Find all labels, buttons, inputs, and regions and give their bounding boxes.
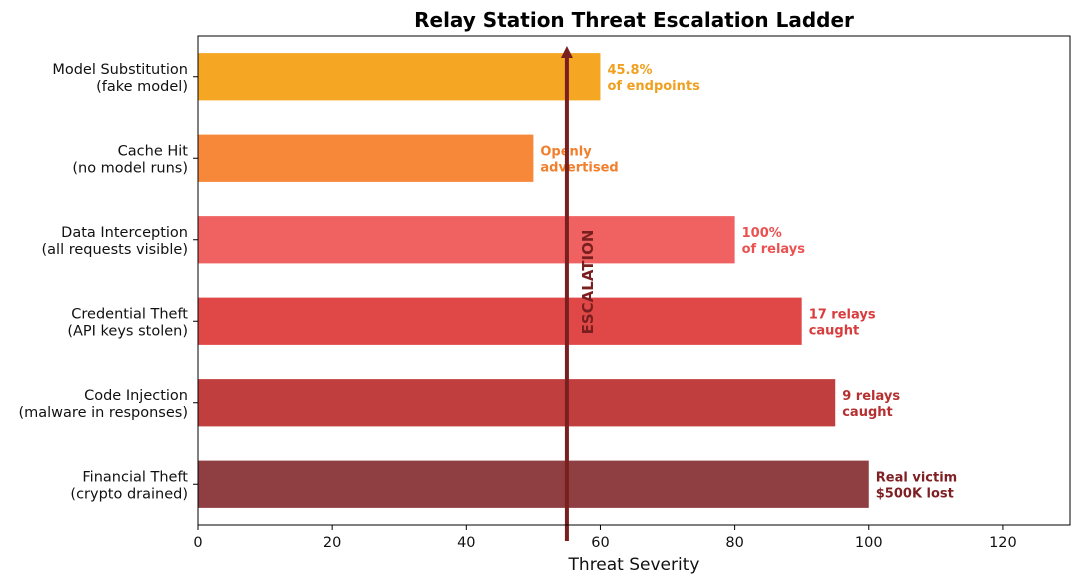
bar-annotation-1-1: advertised (540, 160, 618, 175)
category-label-2-line2: (all requests visible) (42, 242, 189, 258)
bar-annotation-4-1: caught (842, 405, 893, 420)
bar-annotation-3-1: caught (809, 323, 860, 338)
bar-annotation-3-0: 17 relays (809, 307, 876, 322)
x-tick-labels: 0 20 40 60 80 100 120 (193, 535, 1016, 551)
annotations-group: 45.8%of endpointsOpenlyadvertised100%of … (540, 63, 957, 502)
x-tick-label-6: 120 (989, 535, 1017, 551)
escalation-arrow-group: ESCALATION (560, 46, 597, 541)
category-label-2-line1: Data Interception (61, 225, 188, 241)
x-tick-label-3: 60 (591, 535, 609, 551)
x-tick-label-4: 80 (725, 535, 743, 551)
category-label-0-line2: (fake model) (96, 79, 188, 95)
axes-group (193, 35, 1071, 530)
bar-5 (198, 460, 869, 508)
bar-annotation-0-1: of endpoints (607, 79, 700, 94)
category-label-4-line2: (malware in responses) (18, 405, 188, 421)
category-label-3-line2: (API keys stolen) (67, 323, 188, 339)
bar-0 (198, 53, 601, 101)
x-tick-label-5: 100 (855, 535, 883, 551)
bar-4 (198, 379, 836, 427)
chart-title: Relay Station Threat Escalation Ladder (414, 8, 854, 32)
bar-annotation-2-1: of relays (742, 242, 806, 257)
y-tick-labels: Model Substitution(fake model)Cache Hit(… (18, 62, 188, 503)
category-label-0-line1: Model Substitution (52, 62, 188, 78)
bar-2 (198, 216, 735, 264)
bar-annotation-5-1: $500K lost (876, 486, 954, 501)
category-label-4-line1: Code Injection (84, 388, 188, 404)
category-label-1-line2: (no model runs) (72, 160, 188, 176)
bar-annotation-4-0: 9 relays (842, 389, 900, 404)
category-label-3-line1: Credential Theft (71, 306, 188, 322)
category-label-5-line1: Financial Theft (82, 469, 188, 485)
x-tick-label-1: 20 (323, 535, 341, 551)
bar-1 (198, 134, 534, 182)
x-axis-label: Threat Severity (568, 555, 700, 575)
escalation-label: ESCALATION (579, 230, 597, 335)
bar-annotation-0-0: 45.8% (607, 63, 652, 78)
escalation-arrow-head (560, 46, 573, 58)
category-label-5-line2: (crypto drained) (70, 486, 188, 502)
bars-group (198, 53, 869, 508)
x-tick-label-0: 0 (193, 535, 202, 551)
x-tick-label-2: 40 (457, 535, 475, 551)
bar-annotation-2-0: 100% (742, 226, 782, 241)
category-label-1-line1: Cache Hit (118, 143, 189, 159)
bar-3 (198, 297, 802, 345)
bar-annotation-5-0: Real victim (876, 470, 957, 485)
plot-frame (197, 35, 1071, 526)
